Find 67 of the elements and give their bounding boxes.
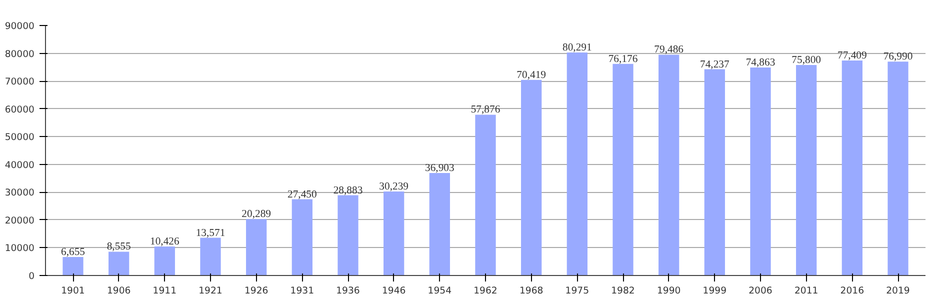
x-tick-label: 1982	[611, 286, 635, 296]
x-tick-label: 1926	[244, 286, 268, 296]
data-label: 74,237	[700, 59, 730, 70]
bar	[750, 68, 771, 276]
x-tick-label: 1975	[565, 286, 590, 296]
x-tick-label: 1911	[152, 286, 177, 296]
y-tick-label: 80000	[4, 48, 35, 60]
bar	[612, 64, 634, 276]
y-tick-label: 40000	[4, 160, 35, 171]
x-tick-label: 1921	[198, 286, 222, 296]
data-label: 28,883	[333, 185, 363, 196]
bar	[429, 172, 450, 276]
x-tick-label: 1990	[656, 286, 681, 296]
bar	[200, 238, 221, 276]
y-tick-label: 50000	[4, 132, 35, 144]
x-tick-label: 1954	[428, 286, 452, 296]
data-label: 6,655	[61, 247, 85, 258]
data-label: 27,450	[288, 189, 317, 200]
data-label: 20,289	[242, 209, 271, 220]
data-label: 76,990	[883, 52, 913, 63]
y-tick-label: 90000	[4, 21, 35, 32]
x-tick-label: 1946	[382, 286, 406, 296]
y-tick-label: 30000	[4, 188, 35, 199]
y-tick-label: 20000	[4, 215, 35, 226]
bar	[154, 246, 175, 276]
data-label: 74,863	[746, 58, 776, 69]
x-tick-label: 1968	[519, 286, 544, 296]
x-tick-label: 2016	[840, 286, 864, 296]
data-label: 10,426	[150, 236, 180, 248]
bar	[62, 257, 84, 276]
bar	[796, 64, 817, 276]
x-tick-label: 1962	[474, 286, 498, 296]
data-label: 70,419	[516, 70, 546, 81]
bar	[842, 60, 862, 276]
bar	[384, 192, 404, 276]
data-label: 8,555	[106, 242, 131, 253]
bar	[475, 114, 496, 276]
y-tick-label: 60000	[4, 104, 35, 116]
data-label: 57,876	[470, 104, 501, 116]
bar	[521, 80, 542, 276]
x-tick-label: 1931	[290, 286, 314, 296]
x-tick-label: 1999	[702, 286, 727, 296]
data-label: 13,571	[196, 228, 226, 239]
bar	[888, 62, 908, 276]
x-tick-label: 1901	[61, 286, 85, 296]
bar	[292, 199, 312, 276]
x-tick-label: 2019	[886, 286, 910, 296]
data-label: 77,409	[838, 50, 867, 62]
y-tick-label: 70000	[4, 76, 35, 88]
bar	[338, 195, 358, 276]
x-tick-label: 2006	[748, 286, 772, 296]
data-label: 79,486	[654, 44, 684, 56]
y-tick-label: 0	[28, 271, 35, 282]
x-tick-label: 1936	[336, 286, 360, 296]
y-tick-label: 10000	[4, 243, 35, 254]
bar	[658, 54, 680, 276]
data-label: 80,291	[562, 42, 592, 54]
bar	[108, 252, 130, 276]
bar	[246, 219, 267, 276]
data-label: 76,176	[608, 54, 638, 65]
data-label: 30,239	[379, 182, 408, 193]
data-label: 36,903	[425, 162, 454, 174]
x-tick-label: 1906	[106, 286, 131, 296]
bar	[704, 69, 725, 276]
data-label: 75,800	[792, 54, 821, 66]
x-tick-label: 2011	[794, 286, 818, 296]
bar	[566, 52, 588, 276]
